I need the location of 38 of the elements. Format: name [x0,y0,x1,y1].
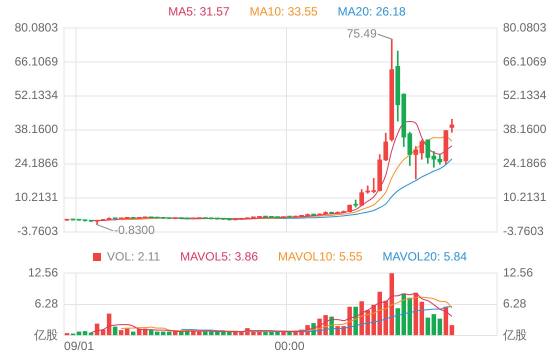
y2-tick-label: 66.1069 [503,54,547,68]
line-series [180,306,452,332]
y2-tick-label: -3.7603 [503,224,544,238]
y2-tick-label: 52.1334 [503,88,547,102]
bar [112,326,118,336]
y2-tick-label: 24.1866 [503,156,547,170]
text: MAVOL20: 5.84 [382,249,468,264]
y-tick-label: 6.28 [34,296,58,311]
bar [130,332,136,336]
y-tick-label: 12.56 [28,265,58,280]
y2-tick-label: 12.56 [503,265,534,280]
line-series [90,121,452,221]
line-series [90,292,452,334]
y-tick-label: 10.2131 [14,190,58,204]
y2-tick-label: 80.0803 [503,20,547,34]
line-series [180,158,452,220]
y-tick-label: 80.0803 [14,20,58,34]
legend-label: VOL: 2.11 [107,249,160,264]
text: MAVOL5: 3.86 [180,249,258,264]
y2-tick-label: 6.28 [503,296,527,311]
y-tick-label: 52.1334 [14,88,58,102]
text: MA20: 26.18 [338,4,406,18]
y2-tick-label: 10.2131 [503,190,547,204]
x-tick-label: 00:00 [274,339,305,354]
y-tick-label: 亿股 [33,328,58,342]
line-series [120,296,452,332]
y-tick-label: 38.1600 [14,122,58,136]
y2-tick-label: 亿股 [502,328,527,342]
y-tick-label: -3.7603 [17,224,58,238]
y-tick-label: 24.1866 [14,156,58,170]
annotation: 75.49 [346,26,378,40]
y2-tick-label: 38.1600 [503,122,547,136]
text: MAVOL10: 5.55 [278,249,363,264]
y-tick-label: 66.1069 [14,54,58,68]
annotation: -0.8300 [114,222,156,237]
text: MA5: 31.57 [168,4,230,18]
text: MA10: 33.55 [250,4,318,18]
x-tick-label: 09/01 [64,339,94,354]
